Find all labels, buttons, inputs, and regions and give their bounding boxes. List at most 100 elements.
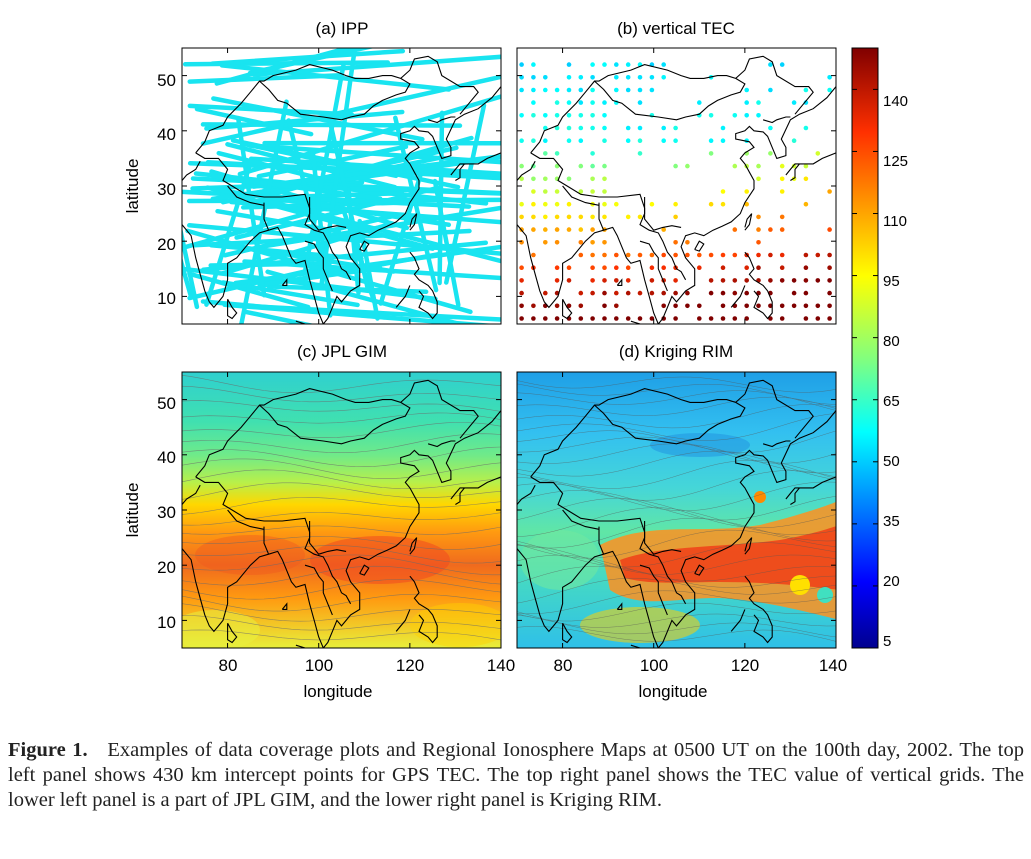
vtec-dot (744, 87, 749, 93)
ipp-track (378, 169, 424, 306)
ipp-track (187, 73, 344, 84)
vtec-dot (614, 62, 619, 67)
x-tick-d-80: 80 (554, 656, 573, 675)
vtec-dot (625, 278, 631, 283)
vtec-dot (625, 62, 631, 67)
vtec-dot (614, 252, 619, 258)
vtec-dot (708, 252, 714, 258)
ipp-track (187, 103, 354, 117)
vtec-dot (531, 75, 536, 80)
ipp-track (310, 150, 333, 318)
vtec-dot (649, 265, 655, 271)
vtec-dot (614, 290, 619, 296)
contour-line (517, 602, 836, 622)
y-tick-a-30: 30 (157, 180, 176, 199)
vtec-dot (768, 87, 773, 93)
vtec-dot (815, 278, 821, 283)
vtec-dot (673, 163, 678, 169)
vtec-dot (602, 265, 607, 271)
coast-segment-C-1 (322, 410, 501, 648)
vtec-dot (697, 100, 702, 105)
vtec-dot (602, 62, 607, 67)
vtec-dot (673, 125, 678, 131)
vtec-dot (531, 252, 536, 258)
contour-line (517, 396, 836, 416)
vtec-dot (566, 278, 572, 283)
coast-segment-C-6 (409, 575, 438, 644)
coast-segment-A-1 (322, 86, 501, 324)
vtec-dot (637, 290, 643, 296)
vtec-dot (756, 163, 761, 169)
cb-tick-35: 35 (883, 513, 900, 530)
vtec-dot (661, 265, 666, 271)
cb-tick-140: 140 (883, 93, 908, 110)
contour-line (182, 412, 501, 424)
vtec-dot (519, 214, 524, 220)
vtec-dot (602, 100, 607, 105)
vtec-dot (590, 316, 595, 321)
ipp-track (241, 141, 399, 179)
ipp-track (318, 48, 358, 290)
ipp-track (215, 208, 342, 234)
vtec-dot (554, 214, 560, 220)
x-tick-d-120: 120 (731, 656, 759, 675)
ipp-track (244, 309, 315, 324)
vtec-dot (566, 87, 572, 93)
coast-segment-D-7 (730, 609, 746, 632)
ipp-track (328, 121, 370, 290)
coast-segment-B-15 (639, 197, 687, 281)
vtec-dot (732, 290, 738, 296)
vtec-dot (543, 201, 548, 207)
vtec-dot (756, 240, 761, 245)
vtec-dot (531, 100, 536, 105)
coast-segment-A-18 (227, 185, 265, 206)
vtec-dot (590, 189, 595, 194)
coast-segment-A-4 (409, 213, 418, 231)
vtec-dot (543, 75, 548, 80)
cb-tick-80: 80 (883, 333, 900, 350)
vtec-dot (708, 201, 714, 207)
coast-segment-C-19 (182, 484, 201, 505)
vtec-dot (578, 240, 584, 245)
vtec-dot (637, 138, 643, 143)
vtec-dot (614, 265, 619, 271)
coast-segment-C-8 (227, 622, 238, 644)
vtec-dot (756, 265, 761, 271)
coast-segment-A-7 (395, 285, 411, 308)
vtec-dot (566, 227, 572, 232)
vtec-dot (637, 214, 643, 220)
vtec-dot (590, 62, 595, 67)
vtec-dot (543, 227, 548, 232)
ipp-panel (182, 48, 501, 324)
contour-line (182, 593, 501, 612)
coast-segment-A-14 (427, 116, 456, 124)
vtec-dot (554, 278, 560, 283)
vtec-dot (578, 227, 584, 232)
vtec-dot (661, 138, 666, 143)
contour-line (182, 433, 501, 453)
vtec-dot (590, 100, 595, 105)
vtec-dot (673, 278, 678, 283)
coast-segment-C-13 (259, 401, 411, 445)
vtec-dot (744, 265, 749, 271)
x-axis-label-right: longitude (638, 682, 707, 701)
cb-tick-110: 110 (883, 213, 907, 230)
vtec-dot (614, 303, 619, 309)
y-tick-a-10: 10 (157, 289, 176, 308)
vtec-dot (720, 303, 726, 309)
vtec-dot (708, 316, 714, 321)
coast-segment-B-4 (744, 213, 753, 231)
vtec-dot (720, 265, 726, 271)
vtec-dot (602, 163, 607, 169)
vtec-dot (566, 75, 572, 80)
vtec-dot (531, 214, 536, 220)
vtec-dot (566, 62, 572, 67)
vtec-dot (602, 125, 607, 131)
contour-line (517, 459, 836, 489)
coast-segment-A-3 (455, 163, 465, 181)
vtec-dot (803, 278, 809, 283)
vtec-dot (625, 75, 631, 80)
vtec-dot (756, 227, 761, 232)
ipp-track (251, 153, 501, 189)
vtec-dot (578, 252, 584, 258)
